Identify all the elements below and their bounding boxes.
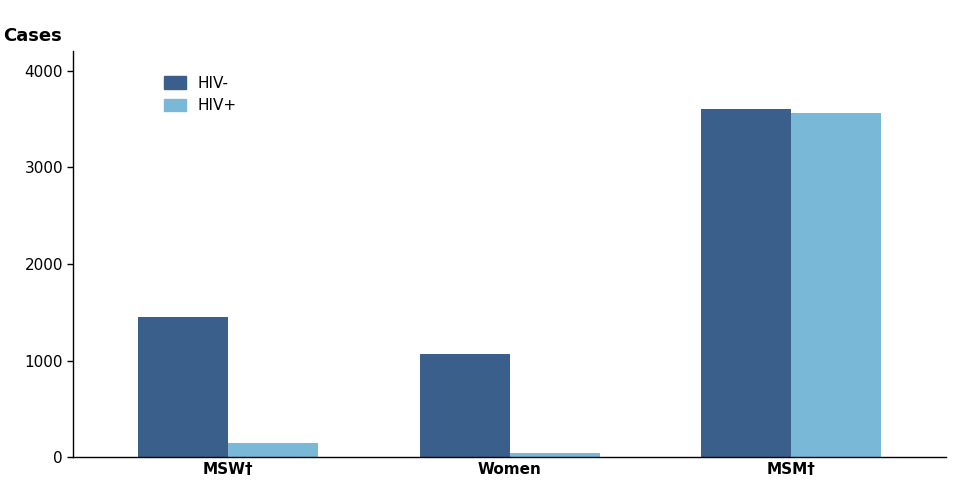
Bar <box>420 354 510 457</box>
Bar <box>228 443 319 457</box>
Text: Cases: Cases <box>4 27 62 45</box>
Legend: HIV-, HIV+: HIV-, HIV+ <box>159 71 242 118</box>
Bar <box>138 317 228 457</box>
Bar <box>791 113 881 457</box>
Bar <box>510 453 600 457</box>
Bar <box>701 109 791 457</box>
